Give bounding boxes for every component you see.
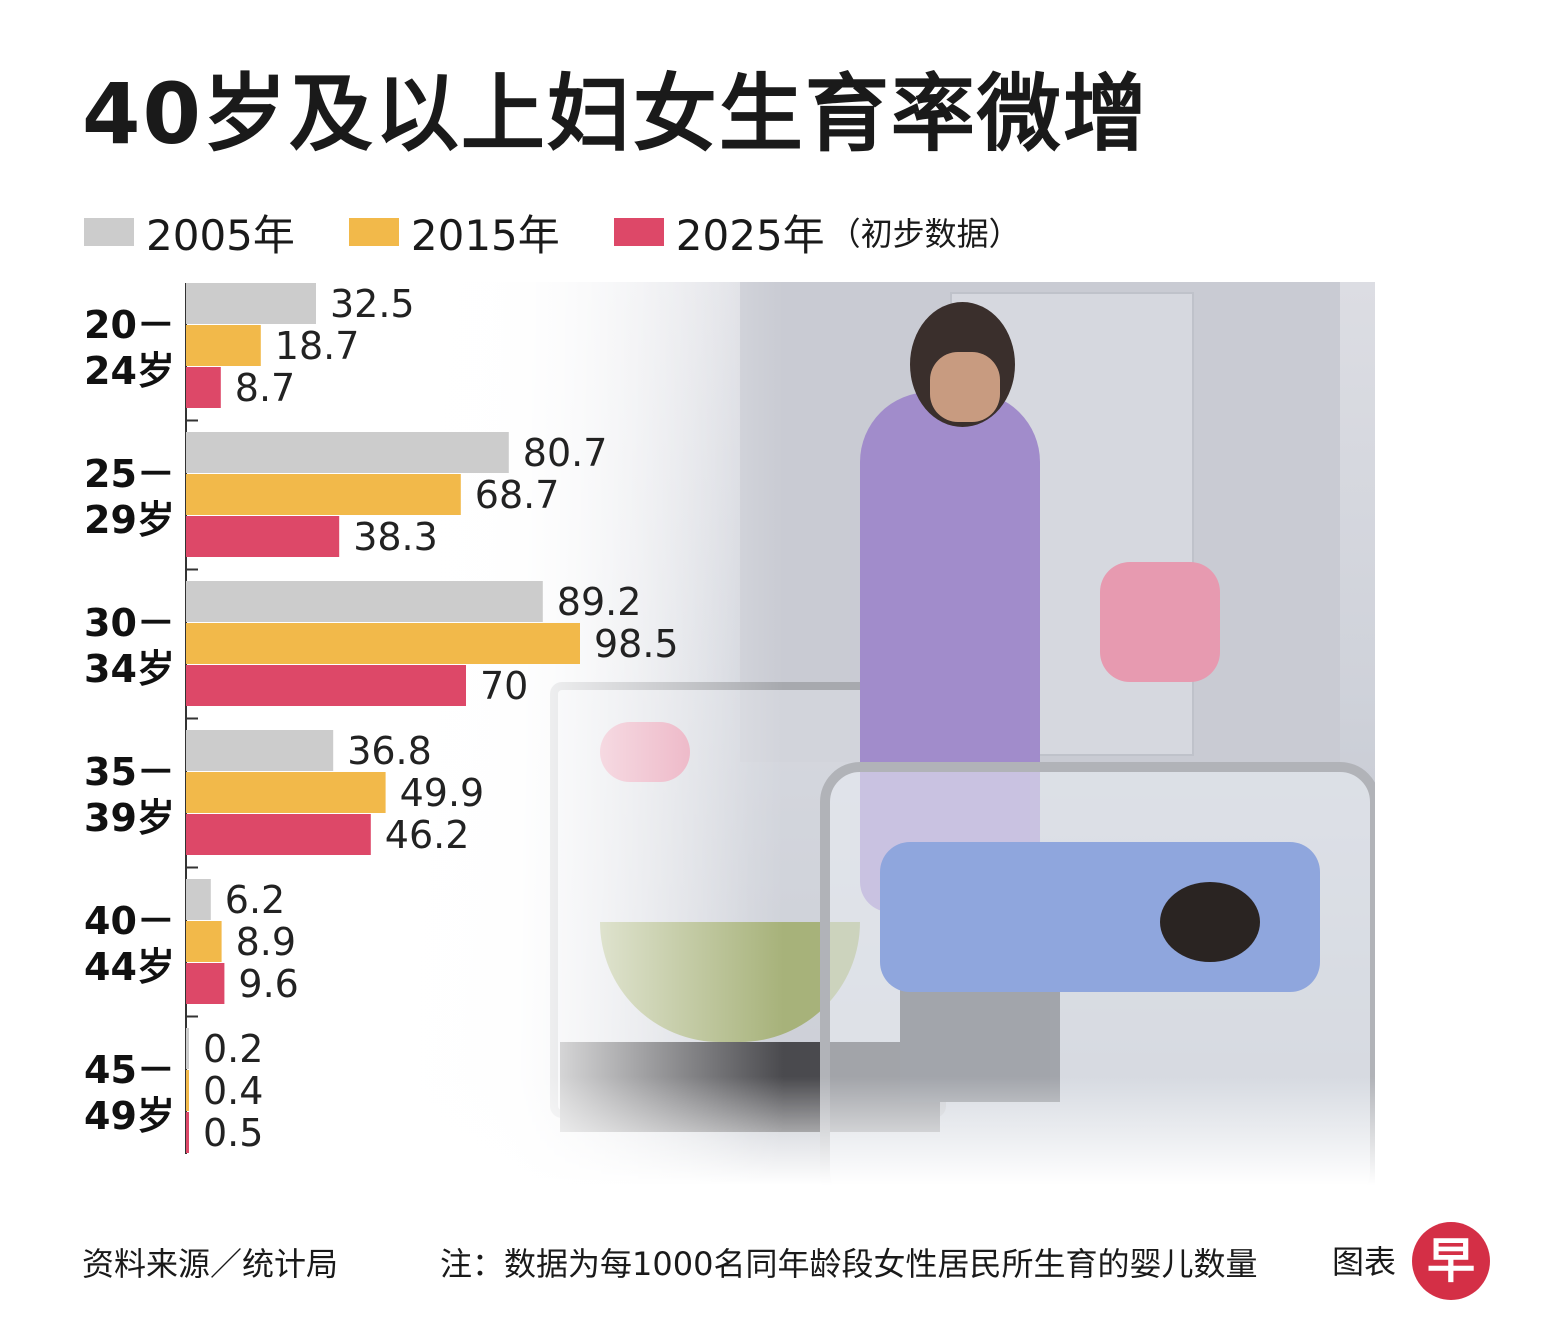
bar <box>186 963 225 1004</box>
data-label: 49.9 <box>400 771 485 815</box>
bar <box>186 1112 189 1153</box>
category-label: 40－ <box>84 899 175 943</box>
data-label: 0.4 <box>203 1069 263 1113</box>
category-label: 45－ <box>84 1048 175 1092</box>
bar <box>186 581 543 622</box>
data-label: 9.6 <box>238 962 298 1006</box>
bar <box>186 665 466 706</box>
bar <box>186 516 340 557</box>
category-label: 49岁 <box>84 1094 175 1138</box>
data-label: 98.5 <box>594 622 679 666</box>
bar <box>186 325 261 366</box>
bar <box>186 772 386 813</box>
source-text: 资料来源／统计局 <box>82 1245 339 1283</box>
legend-swatch-2005 <box>84 218 134 246</box>
bar <box>186 283 316 324</box>
bar <box>186 1070 189 1111</box>
note-text: 注：数据为每1000名同年龄段女性居民所生育的婴儿数量 <box>440 1245 1258 1283</box>
legend-item-2015: 2015年 <box>348 202 560 263</box>
bar <box>186 623 580 664</box>
legend-swatch-2015 <box>348 218 399 246</box>
zaobao-logo: 早 <box>1412 1222 1490 1300</box>
category-label: 39岁 <box>84 796 175 840</box>
legend-item-2025: 2025年 （初步数据） <box>613 202 1021 263</box>
data-label: 46.2 <box>385 813 470 857</box>
data-label: 70 <box>480 664 528 708</box>
legend-label-2005: 2005年 <box>146 210 295 260</box>
data-label: 89.2 <box>557 580 642 624</box>
data-label: 8.9 <box>236 920 296 964</box>
category-label: 30－ <box>84 601 175 645</box>
data-label: 68.7 <box>475 473 560 517</box>
category-label: 44岁 <box>84 945 175 989</box>
bar <box>186 879 211 920</box>
legend-swatch-2025 <box>613 218 664 246</box>
bar <box>186 921 222 962</box>
data-label: 8.7 <box>235 366 295 410</box>
bar <box>186 730 334 771</box>
legend-label-2025: 2025年 <box>675 210 825 260</box>
category-label: 29岁 <box>84 498 175 542</box>
data-label: 0.5 <box>203 1111 263 1155</box>
data-label: 0.2 <box>203 1027 263 1071</box>
data-label: 36.8 <box>347 729 432 773</box>
category-label: 24岁 <box>84 349 175 393</box>
category-label: 35－ <box>84 750 175 794</box>
legend-note-2025: （初步数据） <box>828 215 1021 253</box>
data-label: 18.7 <box>275 324 360 368</box>
legend-item-2005: 2005年 <box>84 202 295 263</box>
chart-title: 40岁及以上妇女生育率微增 <box>82 65 1149 163</box>
credit-text: 图表 <box>1332 1243 1397 1281</box>
category-label: 25－ <box>84 452 175 496</box>
legend: 2005年 2015年 2025年 （初步数据） <box>84 202 1075 262</box>
legend-label-2015: 2015年 <box>410 210 560 260</box>
bar <box>186 814 371 855</box>
bar <box>186 474 461 515</box>
data-label: 6.2 <box>225 878 285 922</box>
background-photo <box>300 282 1375 1185</box>
bar <box>186 367 221 408</box>
data-label: 80.7 <box>523 431 608 475</box>
bar <box>186 1028 189 1069</box>
data-label: 38.3 <box>353 515 438 559</box>
category-label: 20－ <box>84 303 175 347</box>
bar <box>186 432 509 473</box>
data-label: 32.5 <box>330 282 415 326</box>
category-label: 34岁 <box>84 647 175 691</box>
